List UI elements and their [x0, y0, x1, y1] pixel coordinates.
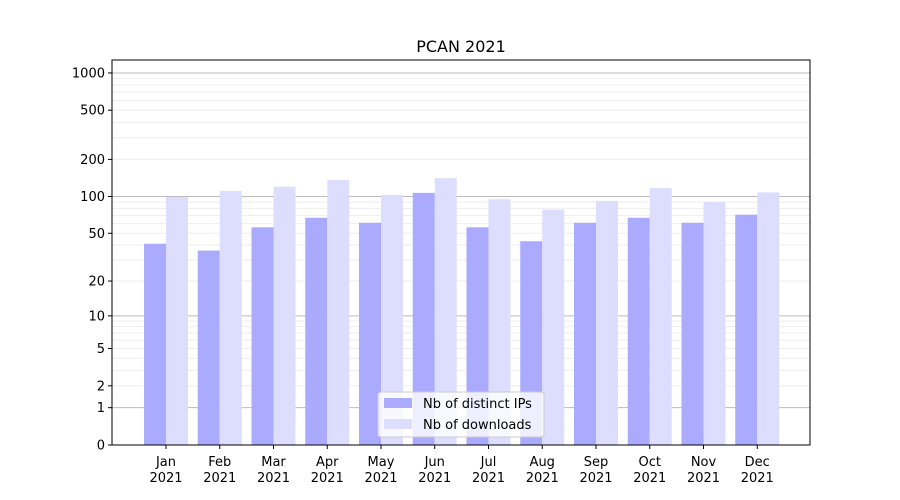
x-tick-label-month: May [368, 455, 395, 470]
bar-downloads [381, 194, 403, 445]
x-tick-label-month: Mar [261, 455, 286, 470]
x-tick-label-year: 2021 [364, 471, 397, 486]
y-axis: 0 1 2 5 10 20 50 100 200 500 1000 [72, 66, 112, 454]
bar-distinct-ips [197, 250, 220, 445]
bar-distinct-ips [735, 214, 758, 445]
legend-box [377, 391, 545, 438]
y-tick-label: 1 [97, 401, 105, 416]
bar-distinct-ips [681, 222, 704, 445]
y-tick-label: 0 [97, 439, 105, 454]
bar-distinct-ips [466, 227, 489, 445]
bar-distinct-ips [305, 217, 328, 445]
y-tick-label: 100 [80, 190, 105, 205]
bar-downloads [273, 186, 296, 445]
bar-downloads [757, 192, 780, 445]
legend: Nb of distinct IPs Nb of downloads [377, 391, 545, 438]
y-tick-label: 1000 [72, 66, 105, 81]
bar-downloads [703, 202, 726, 445]
x-tick-label-year: 2021 [579, 471, 612, 486]
x-tick-label-year: 2021 [257, 471, 290, 486]
x-tick-label-year: 2021 [203, 471, 236, 486]
x-tick-label-year: 2021 [526, 471, 559, 486]
x-tick-label-month: Feb [208, 455, 231, 470]
x-tick-label-month: Oct [639, 455, 661, 470]
legend-swatch [384, 398, 412, 408]
x-tick-label-month: Nov [691, 455, 717, 470]
chart-title: PCAN 2021 [416, 37, 506, 56]
legend-label: Nb of downloads [423, 418, 532, 433]
x-tick-label-month: Dec [745, 455, 770, 470]
x-tick-label-year: 2021 [741, 471, 774, 486]
x-tick-label-month: Aug [530, 455, 555, 470]
bar-downloads [596, 200, 618, 445]
bar-downloads [649, 188, 672, 446]
y-tick-label: 200 [80, 153, 105, 168]
x-tick-label-month: Apr [316, 455, 339, 470]
x-tick-label-month: Jan [155, 455, 176, 470]
x-tick-label-year: 2021 [418, 471, 451, 486]
x-tick-label-year: 2021 [472, 471, 505, 486]
bar-distinct-ips [627, 217, 650, 445]
legend-label: Nb of distinct IPs [423, 397, 532, 412]
bar-downloads [542, 209, 565, 445]
legend-swatch [384, 419, 412, 429]
y-tick-label: 2 [97, 379, 105, 394]
x-tick-label-year: 2021 [311, 471, 344, 486]
x-tick-label-month: Jul [480, 455, 497, 470]
bar-downloads [434, 178, 457, 445]
y-tick-label: 20 [88, 275, 105, 290]
bar-downloads [327, 180, 350, 446]
x-tick-label-year: 2021 [633, 471, 666, 486]
x-tick-label-month: Jun [424, 455, 445, 470]
bar-distinct-ips [359, 222, 381, 445]
bars [144, 178, 780, 446]
y-tick-label: 10 [88, 309, 105, 324]
y-tick-label: 50 [88, 227, 105, 242]
bar-distinct-ips [574, 222, 596, 445]
y-tick-label: 500 [80, 104, 105, 119]
bar-downloads [219, 190, 242, 445]
y-tick-label: 5 [97, 342, 105, 357]
plot-frame [111, 59, 811, 446]
bar-downloads [488, 199, 511, 445]
x-tick-label-year: 2021 [687, 471, 720, 486]
bar-downloads [166, 197, 188, 445]
x-tick-label-year: 2021 [149, 471, 182, 486]
x-axis: Jan2021Feb2021Mar2021Apr2021May2021Jun20… [149, 445, 774, 486]
bar-distinct-ips [412, 192, 435, 445]
bar-distinct-ips [144, 243, 166, 445]
x-tick-label-month: Sep [584, 455, 609, 470]
bar-distinct-ips [251, 227, 274, 445]
